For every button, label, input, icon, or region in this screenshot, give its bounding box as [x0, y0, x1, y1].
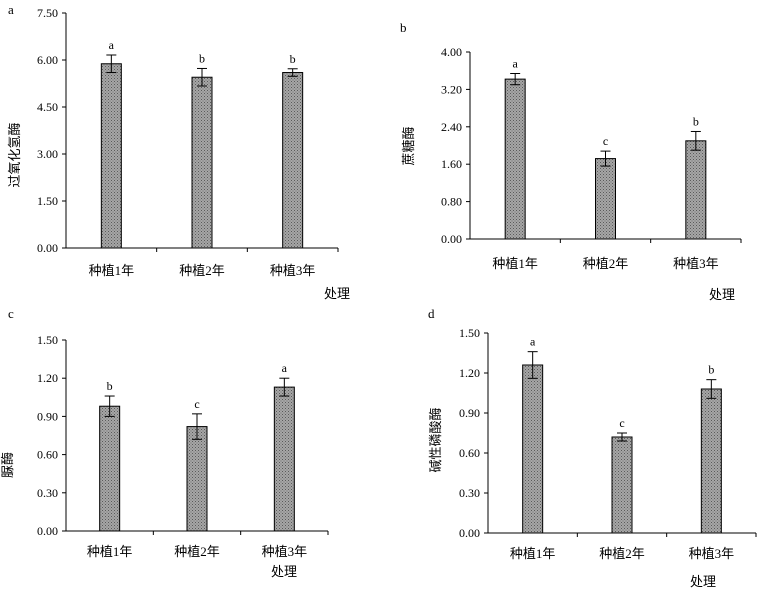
- y-tick-label-c: 0.30: [37, 486, 58, 500]
- significance-label-c-1: b: [107, 379, 113, 393]
- bar-a-2: [191, 76, 213, 249]
- bar-b-1: [504, 78, 526, 240]
- y-axis-label-b: 蔗糖酶: [401, 126, 416, 165]
- plot-area-d: 0.00 0.30 0.60 0.90 1.20 1.50 a 种植1年 c 种植2年 b 种植3年: [459, 326, 757, 561]
- bar-c-2: [186, 426, 208, 532]
- y-tick-label-d: 0.90: [459, 406, 480, 420]
- significance-label-d-1: a: [530, 335, 536, 349]
- x-axis-label-b: 处理: [709, 287, 735, 302]
- panel-letter-d: d: [428, 306, 435, 321]
- y-tick-label-d: 0.00: [459, 526, 480, 540]
- y-tick-label-a: 4.50: [37, 100, 58, 114]
- category-label-b-2: 种植2年: [583, 256, 629, 271]
- significance-label-c-2: c: [194, 397, 199, 411]
- y-axis-label-c: 脲酶: [0, 452, 15, 478]
- plot-area-c: 0.00 0.30 0.60 0.90 1.20 1.50 b 种植1年 c 种植2年 a 种植3年: [37, 333, 329, 559]
- bar-c-1: [99, 405, 121, 532]
- y-tick-label-a: 0.00: [37, 241, 58, 255]
- chart-panel-b: b 蔗糖酶 处理 0.00 0.80 1.60 2.40 3.20 4.00 a 种植1年 c 种…: [400, 20, 742, 302]
- panel-letter-c: c: [8, 306, 14, 321]
- category-label-c-2: 种植2年: [174, 544, 220, 559]
- bar-a-1: [100, 63, 122, 249]
- y-tick-label-c: 0.90: [37, 409, 58, 423]
- significance-label-d-3: b: [708, 363, 714, 377]
- chart-panel-d: d 碱性磷酸酶 处理 0.00 0.30 0.60 0.90 1.20 1.50 a 种植1年…: [428, 306, 757, 589]
- y-axis-label-a: 过氧化氢酶: [7, 122, 22, 187]
- bar-d-1: [522, 364, 544, 534]
- plot-area-b: 0.00 0.80 1.60 2.40 3.20 4.00 a 种植1年 c 种植2年 b 种植3年: [441, 45, 742, 271]
- significance-label-c-3: a: [282, 361, 288, 375]
- y-tick-label-d: 0.60: [459, 446, 480, 460]
- y-tick-label-c: 0.60: [37, 448, 58, 462]
- significance-label-b-2: c: [603, 134, 608, 148]
- significance-label-d-2: c: [619, 416, 624, 430]
- bar-d-3: [700, 388, 722, 534]
- category-label-d-2: 种植2年: [599, 546, 645, 561]
- category-label-a-1: 种植1年: [89, 263, 135, 278]
- x-axis-label-a: 处理: [324, 286, 350, 301]
- category-label-b-3: 种植3年: [673, 256, 719, 271]
- y-tick-label-c: 1.20: [37, 371, 58, 385]
- y-tick-label-d: 1.50: [459, 326, 480, 340]
- significance-label-b-1: a: [513, 57, 519, 71]
- x-axis-label-c: 处理: [271, 564, 297, 579]
- y-tick-label-c: 1.50: [37, 333, 58, 347]
- category-label-c-1: 种植1年: [87, 544, 133, 559]
- y-tick-label-b: 0.00: [441, 232, 462, 246]
- category-label-d-3: 种植3年: [689, 546, 735, 561]
- y-tick-label-a: 7.50: [37, 6, 58, 20]
- significance-label-a-3: b: [290, 52, 296, 66]
- y-tick-label-d: 1.20: [459, 366, 480, 380]
- y-tick-label-d: 0.30: [459, 486, 480, 500]
- bar-a-3: [282, 72, 304, 249]
- category-label-b-1: 种植1年: [492, 256, 538, 271]
- significance-label-a-1: a: [109, 38, 115, 52]
- y-tick-label-a: 1.50: [37, 194, 58, 208]
- y-tick-label-b: 0.80: [441, 195, 462, 209]
- significance-label-a-2: b: [199, 51, 205, 65]
- bar-b-3: [685, 140, 707, 240]
- bar-b-2: [595, 158, 616, 240]
- y-tick-label-a: 3.00: [37, 147, 58, 161]
- category-label-a-3: 种植3年: [270, 263, 316, 278]
- panel-letter-b: b: [400, 20, 407, 35]
- y-tick-label-b: 1.60: [441, 157, 462, 171]
- y-tick-label-b: 4.00: [441, 45, 462, 59]
- y-tick-label-a: 6.00: [37, 53, 58, 67]
- chart-panel-c: c 脲酶 处理 0.00 0.30 0.60 0.90 1.20 1.50 b 种植1年 c 种植…: [0, 306, 329, 579]
- plot-area-a: 0.00 1.50 3.00 4.50 6.00 7.50 a 种植1年 b 种植2年 b 种植3年: [37, 6, 339, 278]
- significance-label-b-3: b: [693, 114, 699, 128]
- bar-c-3: [273, 386, 295, 532]
- category-label-d-1: 种植1年: [510, 546, 556, 561]
- bar-d-2: [611, 436, 633, 534]
- panel-letter-a: a: [8, 2, 14, 17]
- y-tick-label-b: 3.20: [441, 82, 462, 96]
- y-axis-label-d: 碱性磷酸酶: [428, 407, 443, 472]
- chart-panel-a: a 过氧化氢酶 处理 0.00 1.50 3.00 4.50 6.00 7.50 a 种植1年…: [7, 2, 350, 301]
- y-tick-label-c: 0.00: [37, 524, 58, 538]
- category-label-c-3: 种植3年: [262, 544, 308, 559]
- category-label-a-2: 种植2年: [179, 263, 225, 278]
- x-axis-label-d: 处理: [690, 574, 716, 589]
- y-tick-label-b: 2.40: [441, 120, 462, 134]
